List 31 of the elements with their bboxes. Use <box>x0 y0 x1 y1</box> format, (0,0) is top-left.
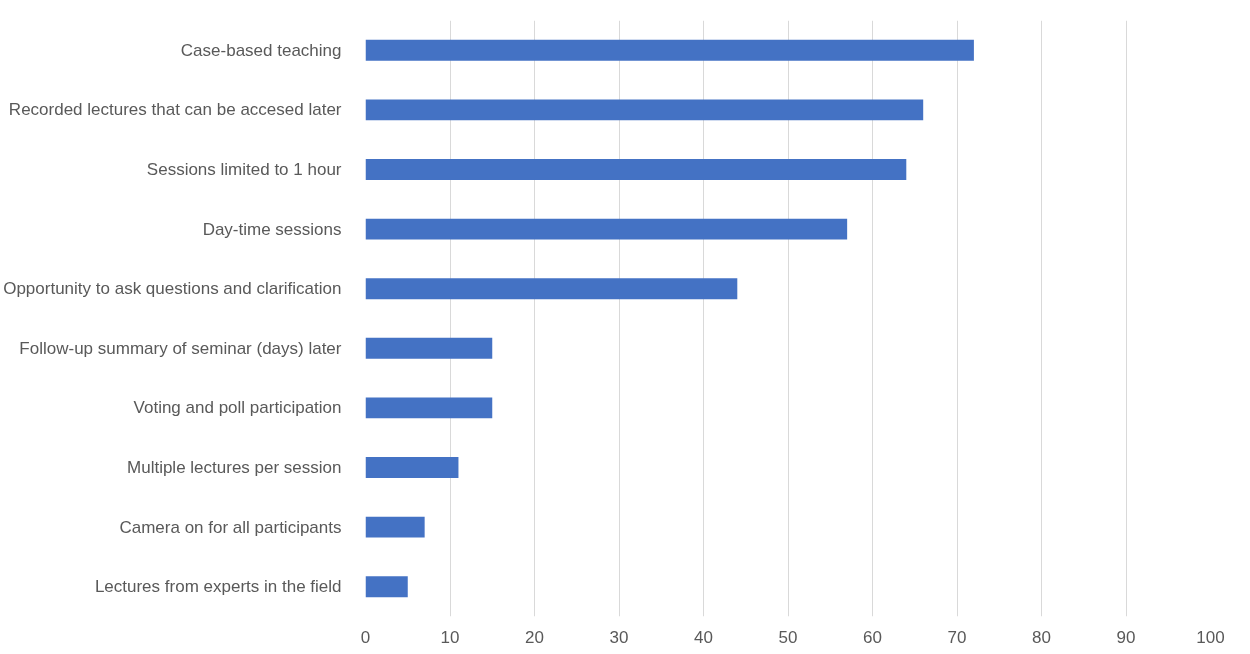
x-tick-label: 0 <box>360 627 371 647</box>
x-tick-label: 90 <box>1116 627 1136 647</box>
bar <box>365 397 493 419</box>
x-tick-label: 100 <box>1196 627 1225 647</box>
y-tick-label: Lectures from experts in the field <box>94 577 342 597</box>
x-tick-label: 20 <box>525 627 544 647</box>
y-tick-label: Multiple lectures per session <box>127 458 342 477</box>
bar <box>365 159 907 180</box>
bar <box>365 457 459 478</box>
y-tick-label: Opportunity to ask questions and clarification <box>3 279 342 299</box>
x-tick-label: 70 <box>947 627 967 647</box>
y-tick-label: Recorded lectures that can be accesed later <box>8 100 342 120</box>
bar <box>365 39 974 61</box>
bar <box>365 278 738 300</box>
y-tick-label: Voting and poll participation <box>133 398 342 418</box>
bar <box>365 218 848 240</box>
bar <box>365 516 425 538</box>
bar <box>365 337 493 359</box>
x-tick-label: 30 <box>609 627 629 647</box>
x-tick-label: 10 <box>440 627 460 647</box>
bar <box>365 99 924 121</box>
y-tick-label: Follow-up summary of seminar (days) later <box>19 338 342 358</box>
bar <box>365 576 408 598</box>
x-tick-label: 50 <box>778 627 798 647</box>
x-tick-label: 80 <box>1032 627 1051 647</box>
y-tick-label: Case-based teaching <box>180 40 342 60</box>
y-tick-label: Sessions limited to 1 hour <box>146 160 342 179</box>
x-tick-label: 40 <box>694 627 713 647</box>
x-tick-label: 60 <box>863 627 882 647</box>
y-tick-label: Day-time sessions <box>202 219 342 239</box>
y-tick-label: Camera on for all participants <box>119 517 342 537</box>
